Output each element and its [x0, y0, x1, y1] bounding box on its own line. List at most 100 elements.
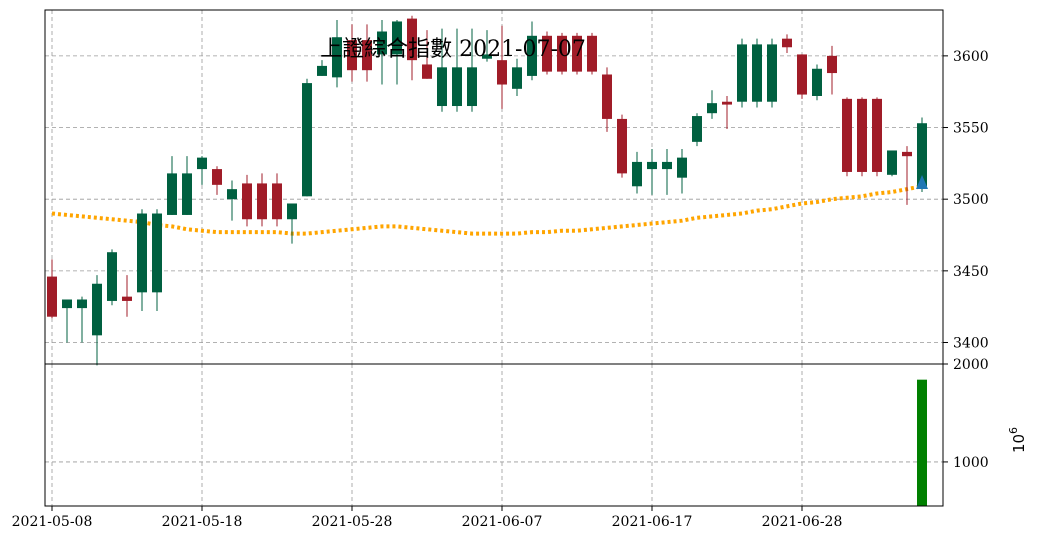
volume-bar [917, 379, 927, 506]
price-tick-label: 3600 [953, 49, 989, 65]
candle [782, 34, 792, 53]
moving-average-series [51, 184, 923, 236]
candle [377, 20, 387, 85]
candle [287, 203, 297, 244]
candle-body [287, 203, 297, 220]
candle [557, 32, 567, 75]
candle-body [107, 252, 117, 301]
candle-body [302, 83, 312, 197]
candle [527, 21, 537, 81]
candle [257, 173, 267, 227]
price-tick-label: 3550 [953, 121, 989, 137]
candle [722, 95, 732, 129]
candle-body [557, 35, 567, 72]
candle [92, 275, 102, 366]
candle [167, 156, 177, 215]
candle [632, 151, 642, 194]
candle [887, 150, 897, 177]
candle-body [647, 161, 657, 170]
candle-body [857, 98, 867, 172]
candle-body [722, 101, 732, 105]
axis-ticks: 2021-05-08 2021-05-18 2021-05-28 2021-06-07… [12, 49, 1028, 530]
candle [902, 146, 912, 205]
candle-body [752, 44, 762, 102]
candle [707, 90, 717, 119]
candle-body [812, 68, 822, 96]
volume-panel-frame [44, 363, 944, 507]
candle-body [797, 54, 807, 95]
candle [587, 32, 597, 75]
candle [752, 38, 762, 108]
candle-body [257, 183, 267, 220]
candle-body [632, 161, 642, 187]
price-marker [916, 174, 928, 189]
candle-body [47, 276, 57, 317]
candle-body [497, 60, 507, 85]
candle [77, 296, 87, 343]
candle [212, 166, 222, 195]
candle [542, 31, 552, 75]
candle-body [242, 183, 252, 220]
marker-triangle [916, 174, 928, 189]
candle [182, 156, 192, 215]
candle [827, 45, 837, 95]
price-tick-label: 3400 [953, 336, 989, 352]
candle-body [692, 116, 702, 142]
candle [242, 174, 252, 227]
candle-body [662, 161, 672, 170]
candle-body [197, 157, 207, 170]
candle-body [152, 213, 162, 293]
candle-body [917, 123, 927, 187]
candle-body [347, 40, 357, 71]
candle-body [767, 44, 777, 102]
candle [422, 30, 432, 79]
candle-body [422, 64, 432, 79]
candle-body [467, 67, 477, 107]
x-tick-label: 2021-06-17 [612, 514, 693, 530]
candle-body [902, 151, 912, 157]
candle [812, 64, 822, 101]
candle-body [527, 35, 537, 76]
candle [197, 156, 207, 185]
candle [227, 180, 237, 221]
volume-tick-label: 2000 [953, 357, 989, 373]
price-panel-frame [44, 9, 944, 365]
candle-body [587, 35, 597, 72]
candle [797, 54, 807, 99]
candle-body [437, 67, 447, 107]
candle-body [182, 173, 192, 215]
candle [332, 20, 342, 88]
candle [152, 209, 162, 311]
candle-body [227, 189, 237, 200]
chart-title: 上證綜合指數 2021-07-07 [320, 37, 586, 62]
candle-body [617, 118, 627, 174]
candle-body [677, 157, 687, 178]
candle-body [827, 55, 837, 74]
candle [872, 97, 882, 177]
candle [317, 60, 327, 76]
candle [647, 149, 657, 195]
volume-exponent-label: 106 [1007, 427, 1028, 453]
candle-series [47, 15, 927, 366]
candle-body [872, 98, 882, 172]
candle-body [542, 35, 552, 72]
candle-body [362, 40, 372, 71]
candle [452, 28, 462, 112]
candle-body [392, 21, 402, 55]
x-tick-label: 2021-06-28 [762, 514, 843, 530]
candle-body [452, 67, 462, 107]
candle [47, 259, 57, 319]
grid-lines [45, 10, 943, 506]
candle [62, 299, 72, 343]
candle [662, 149, 672, 195]
candle-body [737, 44, 747, 102]
candle-body [167, 173, 177, 215]
candle [302, 78, 312, 197]
candle-body [887, 150, 897, 175]
candle-body [782, 38, 792, 48]
x-tick-label: 2021-05-18 [162, 514, 243, 530]
candle-body [707, 103, 717, 114]
candle-body [482, 54, 492, 59]
